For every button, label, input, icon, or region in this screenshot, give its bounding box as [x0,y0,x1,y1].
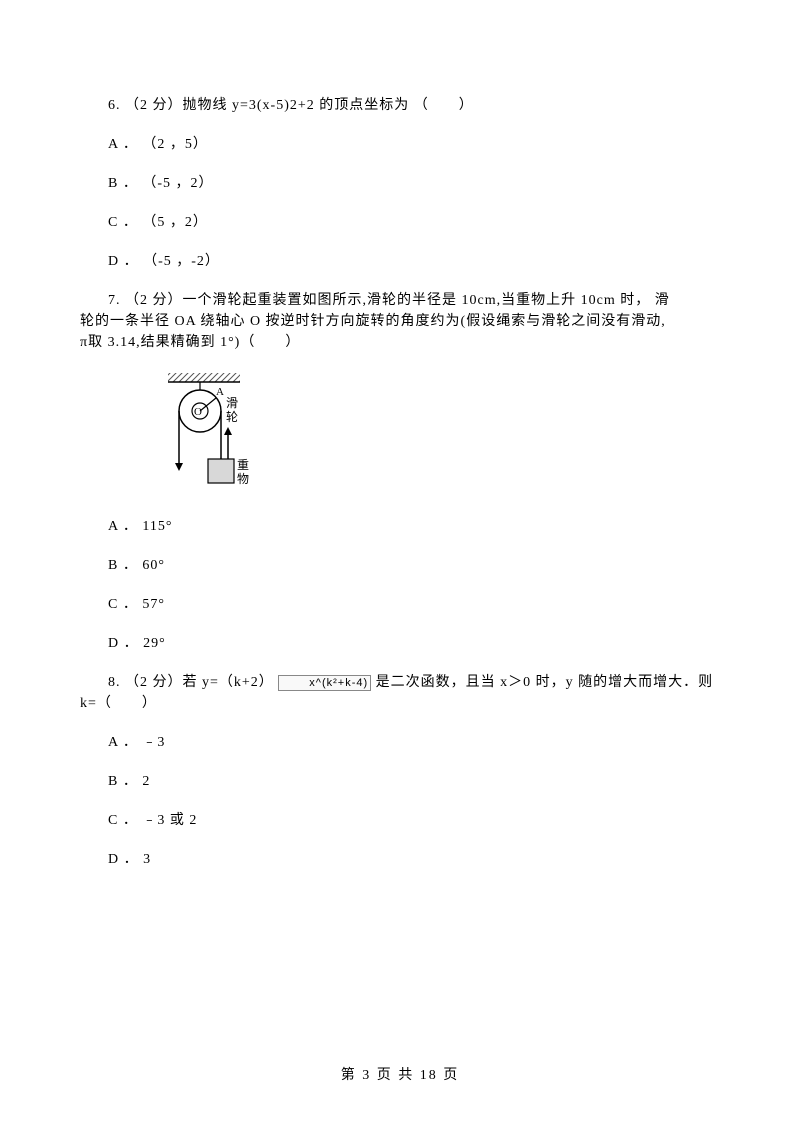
q7-line3: π取 3.14,结果精确到 1°)（ ） [80,332,720,353]
label-A: A [216,386,224,398]
label-weight2: 物 [237,472,249,486]
label-O: O [194,406,202,418]
q6-choice-c: C ． （5 ，2） [80,212,720,233]
label-weight: 重 [237,458,249,472]
q7-stem: 7. （2 分）一个滑轮起重装置如图所示,滑轮的半径是 10cm,当重物上升 1… [80,290,720,353]
q7-choice-b: B ． 60° [80,555,720,576]
q7-line2: 轮的一条半径 OA 绕轴心 O 按逆时针方向旋转的角度约为(假设绳索与滑轮之间没… [80,311,720,332]
q6-stem: 6. （2 分）抛物线 y=3(x-5)2+2 的顶点坐标为 （ ） [80,95,720,116]
pulley-diagram-icon: A O 滑 轮 重 物 [160,371,270,491]
q7-figure: A O 滑 轮 重 物 [160,371,720,498]
q8-exponent-box: x^(k²+k-4) [278,675,371,691]
q8-choice-d: D ． 3 [80,849,720,870]
q8-choice-c: C ． ﹣3 或 2 [80,810,720,831]
q8-choice-b: B ． 2 [80,771,720,792]
label-pulley: 滑 [226,396,238,410]
q8-line2: k=（ ） [80,693,720,714]
q7-choice-c: C ． 57° [80,594,720,615]
q8-stem-before: 8. （2 分）若 y=（k+2） [108,675,278,690]
page-footer: 第 3 页 共 18 页 [0,1064,800,1084]
label-pulley2: 轮 [226,410,238,424]
q6-choice-a: A ． （2 ，5） [80,134,720,155]
q7-line1: 7. （2 分）一个滑轮起重装置如图所示,滑轮的半径是 10cm,当重物上升 1… [80,290,720,311]
q7-choice-a: A ． 115° [80,516,720,537]
q6-choice-b: B ． （-5 ，2） [80,173,720,194]
q8-choice-a: A ． ﹣3 [80,732,720,753]
q7-choice-d: D ． 29° [80,633,720,654]
q8-stem-after: 是二次函数，且当 x＞0 时，y 随的增大而增大．则 [376,675,714,690]
q6-choice-d: D ． （-5 ，-2） [80,251,720,272]
q8-stem: 8. （2 分）若 y=（k+2） x^(k²+k-4) 是二次函数，且当 x＞… [80,672,720,714]
